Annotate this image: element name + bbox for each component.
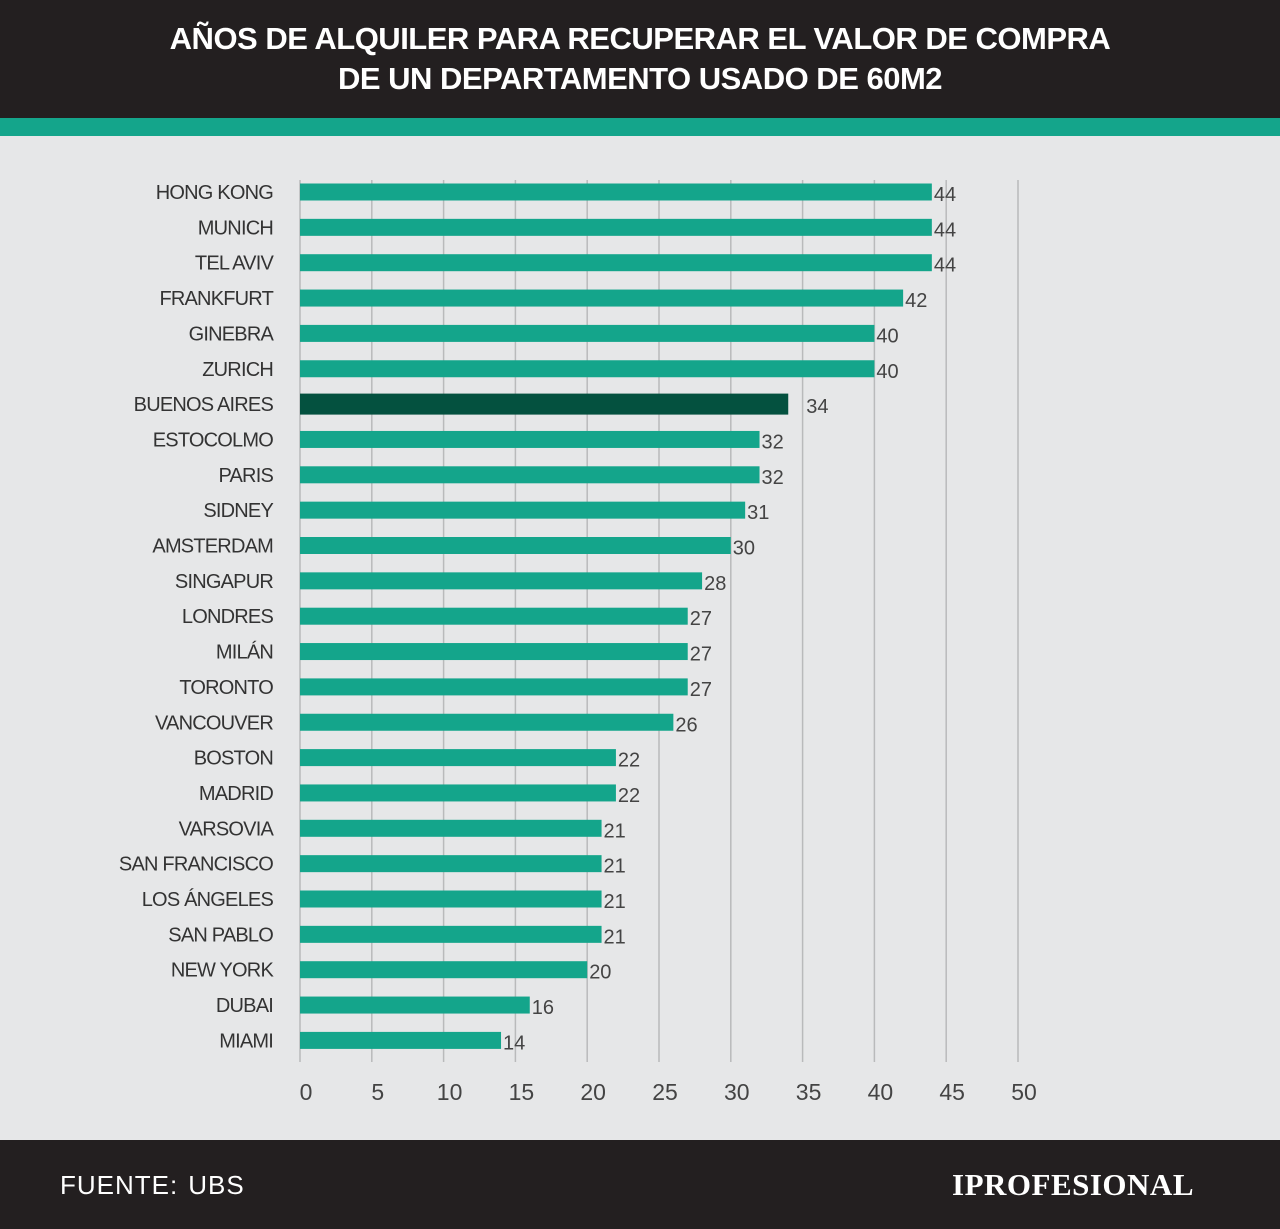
category-label: ZURICH [202,359,273,381]
value-label: 44 [934,219,956,241]
value-label: 21 [604,926,626,948]
bar [300,819,602,837]
x-tick-label: 40 [868,1079,894,1105]
bar [300,784,616,802]
value-label: 27 [690,644,712,666]
bar [300,501,746,519]
category-label: BUENOS AIRES [134,394,274,416]
chart-footer: FUENTE: UBS IPROFESIONAL [0,1140,1280,1229]
value-label: 40 [876,361,898,383]
bar [300,324,875,342]
value-label: 27 [690,608,712,630]
chart-title-line-2: DE UN DEPARTAMENTO USADO DE 60M2 [337,61,943,96]
x-tick-label: 20 [580,1079,606,1105]
bar [300,643,688,661]
bar [300,925,602,943]
x-tick-label: 5 [371,1079,384,1105]
value-label: 20 [589,962,611,984]
bar [300,1031,502,1049]
category-label: MILÁN [216,641,273,664]
value-label: 16 [532,997,554,1019]
category-label: MADRID [199,783,273,805]
category-label: HONG KONG [156,182,273,204]
source-value: UBS [188,1170,245,1200]
category-label: SIDNEY [203,500,273,522]
bar [300,537,731,554]
value-label: 21 [604,820,626,842]
bar [300,961,588,979]
bar [300,572,703,590]
bar [300,607,688,625]
bar [300,254,932,272]
category-label: MIAMI [219,1030,273,1052]
x-tick-label: 25 [652,1079,678,1105]
bar [300,218,932,236]
chart-title-line-1: AÑOS DE ALQUILER PARA RECUPERAR EL VALOR… [169,21,1111,56]
category-label: TEL AVIV [195,253,275,275]
category-label: NEW YORK [171,960,275,982]
category-label: SINGAPUR [175,571,273,593]
value-label: 31 [747,502,769,524]
x-tick-label: 35 [796,1079,822,1105]
bar [300,360,875,378]
value-label: 27 [690,679,712,701]
brand-logo: IPROFESIONAL [952,1167,1194,1202]
x-tick-label: 50 [1011,1079,1037,1105]
category-label: VARSOVIA [179,818,275,840]
value-label: 44 [934,255,956,277]
value-label: 21 [604,856,626,878]
bar [300,289,904,307]
bar [300,890,602,908]
x-tick-label: 15 [509,1079,535,1105]
bar [300,855,602,873]
bar [300,996,530,1014]
bar [300,678,688,696]
x-tick-label: 30 [724,1079,750,1105]
category-label: PARIS [218,465,273,487]
bar [300,713,674,731]
category-label: ESTOCOLMO [153,429,273,451]
category-label: BOSTON [194,748,273,770]
bar-chart-svg: 0 5 10 15 20 25 30 35 40 45 50 HONG KONG 44 MUNICH 44 T… [119,180,1037,1105]
value-label: 26 [675,714,697,736]
value-label: 21 [604,891,626,913]
value-label: 42 [905,290,927,312]
value-label: 32 [762,467,784,489]
category-label: MUNICH [198,217,273,239]
category-label: LONDRES [182,606,274,628]
accent-stripe [0,118,1280,136]
source-label: FUENTE: [60,1170,179,1200]
value-label: 40 [876,325,898,347]
x-tick-label: 0 [300,1079,313,1105]
bar [300,183,932,201]
bar [300,466,760,484]
category-label: DUBAI [216,995,273,1017]
category-label: FRANKFURT [159,288,273,310]
value-label: 34 [806,396,828,418]
x-tick-label: 45 [939,1079,965,1105]
x-tick-label: 10 [437,1079,463,1105]
value-label: 44 [934,184,956,206]
category-label: TORONTO [179,677,273,699]
value-label: 28 [704,573,726,595]
value-label: 32 [762,431,784,453]
value-label: 14 [503,1032,525,1054]
category-label: SAN FRANCISCO [119,854,273,876]
category-label: SAN PABLO [168,924,273,946]
bar [300,749,616,767]
value-label: 30 [733,538,755,560]
bar [300,393,789,415]
value-label: 22 [618,750,640,772]
chart-header: AÑOS DE ALQUILER PARA RECUPERAR EL VALOR… [0,0,1280,118]
category-label: AMSTERDAM [152,536,273,558]
category-label: VANCOUVER [155,712,273,734]
source-credit: FUENTE: UBS [60,1170,245,1201]
bar [300,430,760,448]
category-label: GINEBRA [189,323,275,345]
category-label: LOS ÁNGELES [142,888,274,911]
value-label: 22 [618,785,640,807]
bar-chart: 0 5 10 15 20 25 30 35 40 45 50 HONG KONG 44 MUNICH 44 T… [0,136,1280,1140]
